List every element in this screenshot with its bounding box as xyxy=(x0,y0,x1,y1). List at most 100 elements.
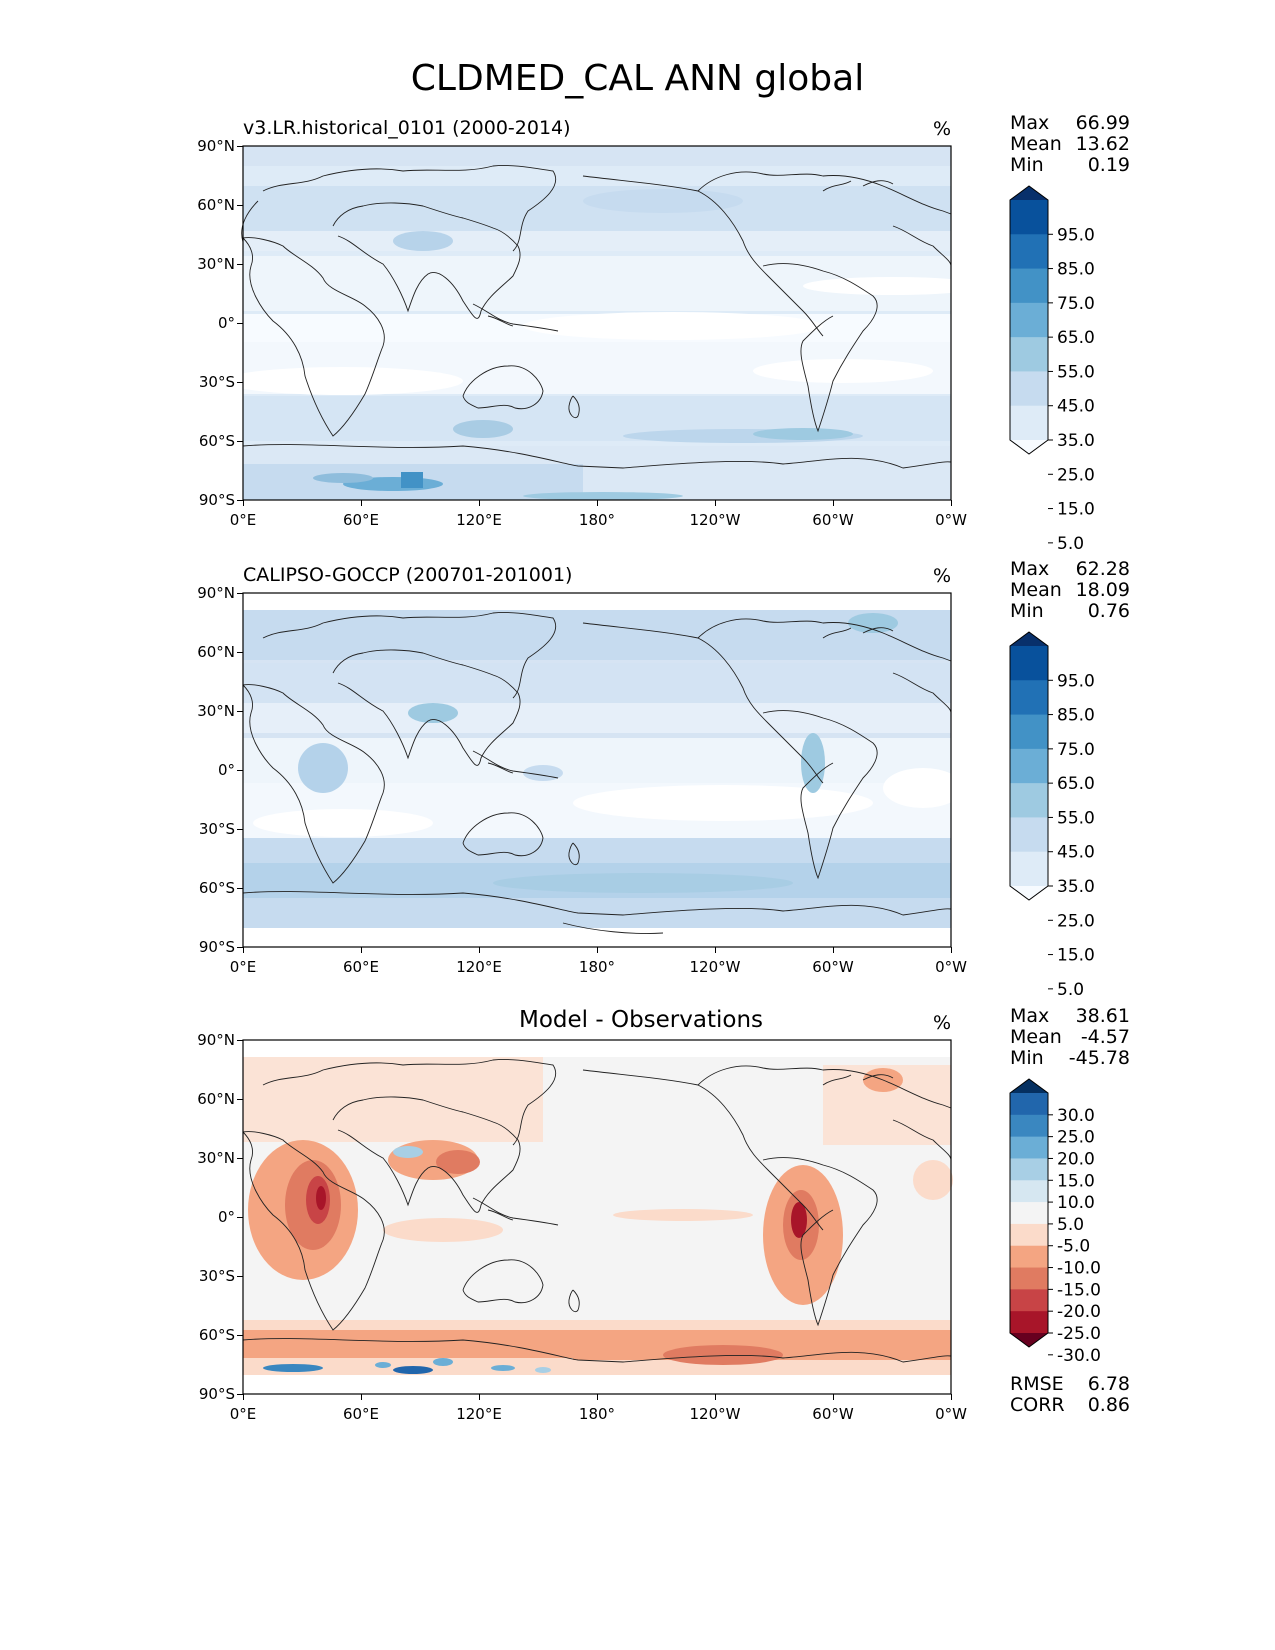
x-tick-mark xyxy=(715,947,716,953)
y-tick-mark xyxy=(237,888,243,889)
x-tick-label: 0°W xyxy=(935,511,967,529)
map-test[interactable] xyxy=(223,145,983,501)
colorbar-segment xyxy=(1010,1093,1048,1116)
units-label: % xyxy=(933,1012,952,1034)
colorbar-tick-label: 55.0 xyxy=(1057,808,1095,828)
y-tick-mark xyxy=(237,1394,243,1395)
x-tick-mark xyxy=(833,1394,834,1400)
y-tick-mark xyxy=(237,711,243,712)
x-tick-label: 120°W xyxy=(689,1405,741,1423)
y-tick-mark xyxy=(237,441,243,442)
x-tick-label: 180° xyxy=(578,958,616,976)
colorbar-tick-label: 85.0 xyxy=(1057,706,1095,726)
y-tick-label: 0° xyxy=(217,314,235,332)
y-tick-mark xyxy=(237,1335,243,1336)
colorbar-segment xyxy=(1010,302,1048,338)
panel-title: v3.LR.historical_0101 (2000-2014) xyxy=(243,117,571,139)
colorbar-segment xyxy=(1010,1223,1048,1247)
y-tick-mark xyxy=(237,770,243,771)
stat-mean: Mean 13.62 xyxy=(1010,133,1130,155)
y-tick-label: 30°N xyxy=(197,702,235,720)
y-tick-label: 30°S xyxy=(198,1267,235,1285)
colorbar-extend-bottom xyxy=(1010,886,1048,900)
colorbar-segment xyxy=(1010,783,1048,818)
colorbar-segment xyxy=(1010,851,1048,887)
colorbar-tick-label: 65.0 xyxy=(1057,774,1095,794)
colorbar-extend-bottom xyxy=(1010,440,1048,454)
colorbar-segment xyxy=(1010,1267,1048,1290)
y-tick-mark xyxy=(237,205,243,206)
x-tick-mark xyxy=(361,1394,362,1400)
x-tick-label: 60°E xyxy=(342,1405,380,1423)
x-tick-label: 120°E xyxy=(456,1405,502,1423)
x-tick-label: 60°W xyxy=(812,511,854,529)
colorbar-tick-label: 5.0 xyxy=(1057,1215,1084,1235)
map-difference[interactable] xyxy=(242,1039,953,1395)
colorbar-segment xyxy=(1010,1202,1048,1225)
stat-mean: Mean 18.09 xyxy=(1010,579,1130,601)
colorbar-tick-label: 10.0 xyxy=(1057,1193,1095,1213)
x-tick-label: 60°E xyxy=(342,511,380,529)
y-tick-mark xyxy=(237,593,243,594)
y-tick-mark xyxy=(237,1158,243,1159)
x-tick-mark xyxy=(479,500,480,506)
x-tick-label: 0°E xyxy=(229,958,257,976)
map-reference[interactable] xyxy=(242,592,963,948)
colorbar-extend-bottom xyxy=(1010,1333,1048,1347)
x-tick-label: 60°W xyxy=(812,1405,854,1423)
x-tick-label: 120°E xyxy=(456,958,502,976)
colorbar-tick-label: 20.0 xyxy=(1057,1149,1095,1169)
y-tick-label: 90°N xyxy=(197,137,235,155)
coastlines xyxy=(242,612,952,934)
colorbar-tick-label: 95.0 xyxy=(1057,671,1095,691)
coastlines xyxy=(241,165,952,469)
y-tick-mark xyxy=(237,264,243,265)
x-tick-label: 180° xyxy=(578,511,616,529)
y-tick-mark xyxy=(237,382,243,383)
y-tick-label: 60°S xyxy=(198,1326,235,1344)
x-tick-mark xyxy=(243,947,244,953)
x-tick-mark xyxy=(479,1394,480,1400)
colorbar-tick-label: -5.0 xyxy=(1057,1237,1090,1257)
y-tick-label: 60°S xyxy=(198,879,235,897)
x-tick-mark xyxy=(951,500,952,506)
colorbar-tick-label: -20.0 xyxy=(1057,1302,1101,1322)
colorbar-tick-label: -10.0 xyxy=(1057,1259,1101,1279)
colorbar-segment xyxy=(1010,817,1048,853)
colorbar-segment xyxy=(1010,200,1048,235)
colorbar-segment xyxy=(1010,646,1048,681)
colorbar-tick-label: 30.0 xyxy=(1057,1106,1095,1126)
stat-max: Max 66.99 xyxy=(1010,112,1130,134)
y-tick-label: 60°N xyxy=(197,643,235,661)
x-tick-mark xyxy=(597,500,598,506)
y-tick-mark xyxy=(237,1040,243,1041)
colorbar-segment xyxy=(1010,748,1048,784)
colorbar-tick-label: -15.0 xyxy=(1057,1280,1101,1300)
y-tick-label: 60°S xyxy=(198,432,235,450)
colorbar-tick-label: 15.0 xyxy=(1057,500,1095,520)
stat-max: Max 38.61 xyxy=(1010,1005,1130,1027)
y-tick-mark xyxy=(237,1276,243,1277)
colorbar-tick-label: 15.0 xyxy=(1057,946,1095,966)
colorbar-segment xyxy=(1010,405,1048,441)
y-tick-label: 30°N xyxy=(197,255,235,273)
stat-min: Min 0.76 xyxy=(1010,600,1130,622)
colorbar-segment xyxy=(1010,371,1048,407)
x-tick-label: 60°E xyxy=(342,958,380,976)
x-tick-label: 180° xyxy=(578,1405,616,1423)
y-tick-label: 60°N xyxy=(197,196,235,214)
figure-title: CLDMED_CAL ANN global xyxy=(410,58,865,99)
x-tick-label: 0°E xyxy=(229,1405,257,1423)
stat-mean: Mean -4.57 xyxy=(1010,1026,1130,1048)
x-tick-mark xyxy=(597,1394,598,1400)
y-tick-mark xyxy=(237,1217,243,1218)
y-tick-mark xyxy=(237,829,243,830)
y-tick-label: 0° xyxy=(217,1208,235,1226)
panel-title: Model - Observations xyxy=(518,1007,763,1033)
x-tick-mark xyxy=(243,1394,244,1400)
colorbar-segment xyxy=(1010,268,1048,304)
y-tick-mark xyxy=(237,500,243,501)
stat-rmse: RMSE 6.78 xyxy=(1010,1373,1130,1395)
y-tick-mark xyxy=(237,323,243,324)
y-tick-label: 30°S xyxy=(198,373,235,391)
